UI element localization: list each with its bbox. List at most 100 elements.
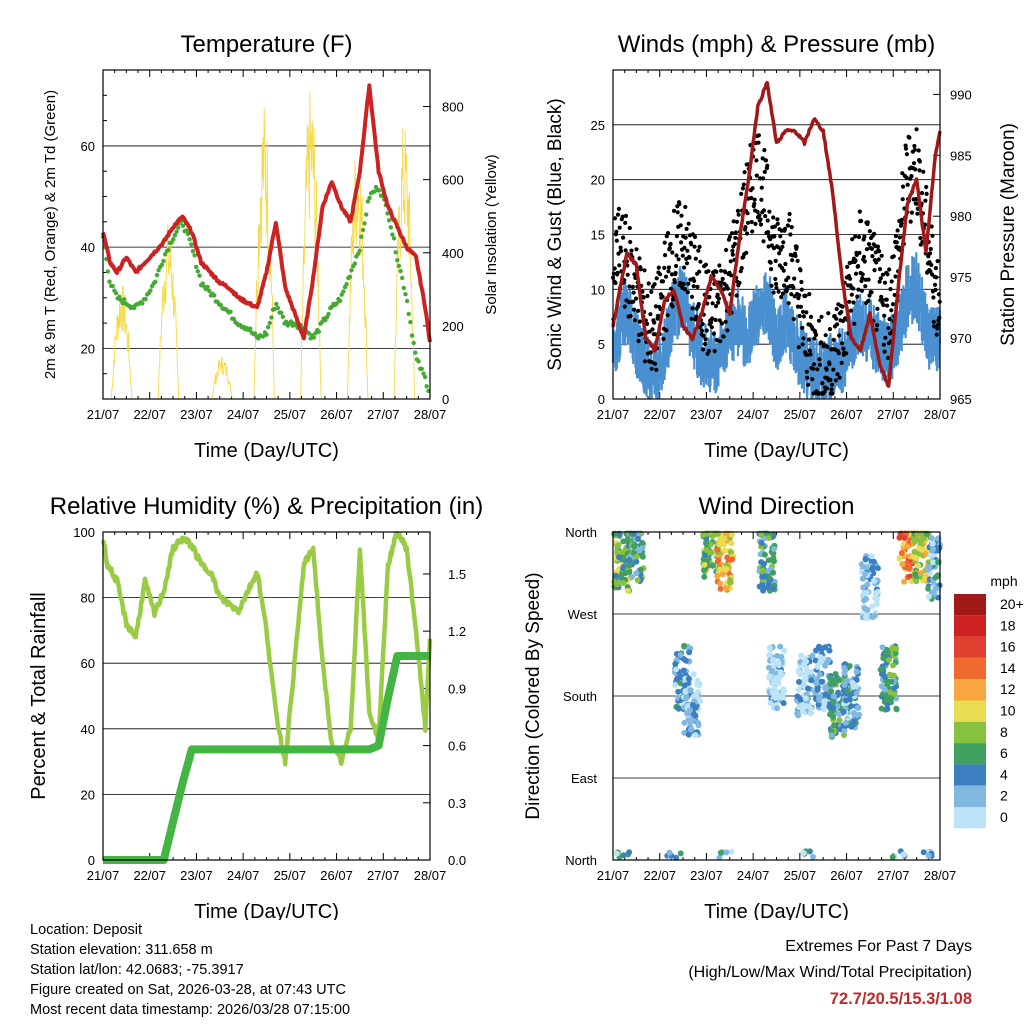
dewpoint-point bbox=[395, 258, 400, 263]
extremes-subtitle: (High/Low/Max Wind/Total Precipitation) bbox=[688, 964, 972, 981]
direction-point bbox=[814, 686, 821, 693]
direction-point bbox=[881, 686, 888, 693]
gust-point bbox=[645, 293, 650, 299]
direction-point bbox=[892, 650, 899, 657]
direction-point bbox=[685, 675, 692, 682]
gust-point bbox=[781, 240, 786, 245]
solar-insolation-peak bbox=[346, 160, 369, 400]
gust-point bbox=[620, 214, 625, 219]
direction-point bbox=[907, 573, 914, 580]
dewpoint-point bbox=[413, 350, 418, 355]
legend-swatch bbox=[954, 807, 986, 829]
direction-point bbox=[673, 666, 680, 673]
direction-point bbox=[880, 691, 886, 698]
direction-point bbox=[692, 704, 699, 711]
gust-point bbox=[782, 226, 788, 231]
direction-point bbox=[830, 698, 837, 705]
gust-point bbox=[811, 362, 817, 367]
gust-point bbox=[639, 331, 644, 337]
gust-point bbox=[900, 171, 905, 176]
dewpoint-point bbox=[377, 188, 382, 193]
gust-point bbox=[817, 357, 822, 362]
gust-point bbox=[825, 344, 830, 349]
gust-point bbox=[856, 287, 861, 292]
dewpoint-point bbox=[180, 223, 186, 228]
gust-point bbox=[795, 258, 800, 263]
direction-point bbox=[901, 578, 908, 585]
direction-point bbox=[701, 561, 708, 568]
gust-point bbox=[875, 306, 880, 311]
gust-point bbox=[866, 277, 871, 282]
gust-point bbox=[847, 299, 852, 304]
gust-point bbox=[642, 268, 647, 273]
gust-point bbox=[831, 337, 836, 342]
gust-point bbox=[886, 326, 891, 331]
x-tick-label: 28/07 bbox=[924, 407, 957, 422]
gust-point bbox=[704, 328, 709, 333]
chart-title: Relative Humidity (%) & Precipitation (i… bbox=[50, 493, 483, 520]
gust-point bbox=[831, 367, 836, 372]
gust-point bbox=[895, 228, 900, 233]
direction-point bbox=[827, 681, 834, 688]
gust-point bbox=[776, 289, 781, 294]
gust-point bbox=[749, 219, 754, 225]
gust-point bbox=[787, 211, 792, 217]
dewpoint-point bbox=[105, 269, 111, 274]
direction-point bbox=[777, 643, 784, 650]
gust-point bbox=[785, 223, 791, 228]
x-tick-label: 27/07 bbox=[877, 407, 910, 422]
gust-point bbox=[908, 219, 913, 224]
direction-point bbox=[769, 688, 776, 695]
direction-point bbox=[812, 657, 819, 664]
direction-point bbox=[794, 693, 801, 700]
gust-point bbox=[634, 247, 639, 252]
direction-point bbox=[850, 709, 857, 716]
dewpoint-point bbox=[347, 274, 353, 279]
gust-point bbox=[664, 328, 669, 333]
direction-point bbox=[844, 677, 851, 684]
gust-point bbox=[866, 298, 871, 304]
gust-point bbox=[717, 263, 722, 268]
direction-point bbox=[922, 575, 928, 582]
dewpoint-point bbox=[228, 309, 233, 314]
gust-point bbox=[613, 280, 618, 286]
x-tick-label: 26/07 bbox=[320, 407, 353, 422]
gust-point bbox=[718, 339, 723, 344]
direction-point bbox=[830, 693, 837, 700]
gust-point bbox=[819, 340, 824, 345]
gust-point bbox=[665, 313, 670, 318]
x-axis-label: Time (Day/UTC) bbox=[194, 901, 339, 920]
direction-point bbox=[760, 587, 767, 594]
gust-point bbox=[631, 307, 637, 312]
direction-point bbox=[639, 553, 646, 560]
gust-point bbox=[806, 382, 811, 387]
direction-point bbox=[620, 580, 627, 586]
gust-point bbox=[897, 235, 902, 240]
direction-point bbox=[765, 535, 772, 541]
gust-point bbox=[723, 319, 728, 324]
gust-point bbox=[856, 264, 861, 269]
y-tick-label: 5 bbox=[598, 337, 605, 352]
gust-point bbox=[654, 276, 659, 281]
direction-point bbox=[673, 854, 680, 861]
direction-point bbox=[933, 585, 940, 592]
direction-point bbox=[873, 601, 880, 608]
direction-point bbox=[686, 649, 693, 656]
gust-point bbox=[918, 235, 923, 241]
gust-point bbox=[647, 329, 652, 334]
direction-point bbox=[794, 710, 801, 717]
gust-point bbox=[684, 226, 689, 231]
gust-point bbox=[724, 247, 729, 253]
dewpoint-point bbox=[365, 199, 371, 204]
gust-point bbox=[701, 333, 706, 338]
direction-point bbox=[862, 556, 869, 563]
gust-point bbox=[786, 301, 791, 306]
gust-point bbox=[616, 206, 622, 211]
gust-point bbox=[686, 281, 691, 286]
gust-point bbox=[907, 135, 912, 140]
direction-point bbox=[769, 668, 776, 674]
gust-point bbox=[716, 300, 721, 305]
direction-point bbox=[626, 562, 632, 569]
direction-point bbox=[817, 654, 824, 660]
dewpoint-point bbox=[162, 252, 168, 257]
